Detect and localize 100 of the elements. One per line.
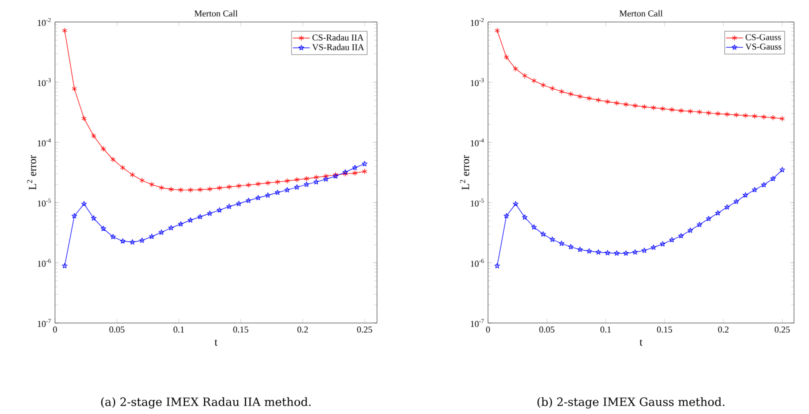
- point: [226, 204, 232, 209]
- point: [323, 173, 328, 180]
- point: [650, 104, 656, 111]
- point: [706, 110, 712, 116]
- point: [669, 237, 675, 242]
- point: [158, 184, 164, 191]
- x-tick-label: 0.15: [657, 326, 672, 333]
- point: [91, 133, 96, 139]
- point: [605, 98, 610, 105]
- point: [577, 94, 582, 100]
- point: [265, 180, 270, 186]
- point: [650, 244, 656, 250]
- point: [531, 78, 537, 84]
- point: [513, 66, 518, 72]
- x-axis-title: t: [214, 339, 218, 346]
- point: [596, 97, 601, 103]
- y-axis-title: L$^{2}$ error: [460, 155, 470, 190]
- point: [178, 221, 184, 226]
- x-tick-label: 0.1: [174, 326, 184, 333]
- point: [265, 192, 271, 198]
- point: [216, 207, 222, 213]
- x-tick-label: 0.2: [718, 326, 728, 333]
- point: [504, 54, 509, 60]
- point: [198, 186, 203, 193]
- point: [275, 179, 280, 185]
- point: [632, 249, 638, 255]
- point: [531, 224, 537, 230]
- point: [168, 225, 174, 230]
- point: [72, 86, 77, 92]
- point: [188, 187, 194, 193]
- legend-label: CS-Radau IIA: [312, 34, 364, 41]
- point: [540, 231, 546, 237]
- point: [540, 82, 546, 88]
- point: [178, 187, 184, 193]
- point: [614, 250, 620, 256]
- point: [734, 198, 740, 204]
- point: [294, 176, 300, 183]
- point: [236, 183, 242, 189]
- point: [632, 102, 638, 109]
- point: [207, 210, 213, 216]
- x-tick-label: 0.05: [109, 326, 124, 333]
- point: [140, 177, 145, 184]
- legend-label: VS-Radau IIA: [312, 44, 364, 50]
- y-tick-label: 10$^{-4}$: [470, 138, 484, 146]
- x-axis-title: t: [640, 339, 642, 346]
- point: [197, 214, 203, 220]
- point: [522, 214, 528, 220]
- y-tick-label: 10$^{-5}$: [38, 198, 51, 207]
- point: [678, 232, 684, 238]
- point: [110, 234, 116, 240]
- point: [669, 106, 674, 113]
- y-tick-label: 10$^{-5}$: [470, 198, 484, 207]
- point: [284, 178, 290, 184]
- point: [623, 101, 628, 108]
- y-tick-label: 10$^{-2}$: [38, 18, 51, 26]
- point: [742, 112, 748, 118]
- point: [770, 114, 776, 121]
- point: [586, 248, 592, 254]
- point: [568, 91, 574, 97]
- point: [130, 172, 135, 178]
- chart-title: Merton Call: [194, 10, 238, 17]
- text: (a) 2-stage IMEX Radau IIA method.: [101, 397, 311, 408]
- point: [100, 226, 106, 231]
- point: [678, 108, 684, 114]
- point: [304, 182, 310, 187]
- point: [246, 182, 252, 188]
- y-tick-label: 10$^{-3}$: [470, 78, 484, 86]
- point: [304, 176, 310, 182]
- point: [724, 204, 730, 210]
- point: [216, 185, 222, 191]
- y-tick-label: 10$^{-7}$: [38, 319, 51, 327]
- point: [623, 250, 629, 256]
- point: [724, 111, 730, 118]
- point: [100, 146, 106, 152]
- y-axis-title: L$^{2}$ error: [27, 155, 36, 190]
- point: [550, 236, 556, 242]
- legend-label: VS-Gauss: [745, 44, 782, 50]
- point: [120, 164, 126, 171]
- point: [761, 182, 767, 188]
- point: [568, 244, 574, 250]
- point: [696, 109, 702, 115]
- point: [770, 176, 776, 182]
- y-tick-label: 10$^{-6}$: [470, 258, 484, 267]
- x-tick-label: 0.2: [297, 326, 308, 333]
- point: [352, 164, 358, 170]
- point: [614, 100, 620, 106]
- point: [168, 186, 174, 192]
- point: [742, 192, 748, 198]
- x-tick-label: 0.05: [539, 326, 554, 333]
- point: [734, 112, 739, 118]
- y-tick-label: 10$^{-4}$: [38, 138, 51, 146]
- y-tick-label: 10$^{-3}$: [38, 78, 51, 86]
- point: [550, 85, 555, 92]
- point: [715, 110, 720, 117]
- point: [207, 186, 212, 192]
- point: [752, 113, 758, 120]
- point: [706, 216, 712, 222]
- point: [559, 88, 564, 94]
- x-tick-label: 0.15: [233, 326, 248, 333]
- point: [522, 72, 528, 79]
